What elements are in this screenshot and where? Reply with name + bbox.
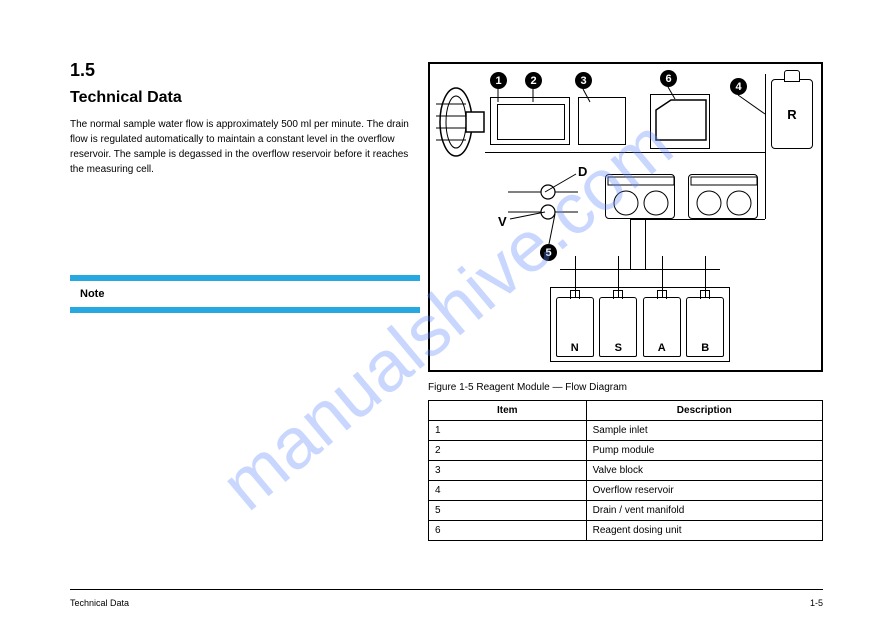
- footer-left: Technical Data: [70, 598, 129, 608]
- table-row: 1Sample inlet: [429, 421, 823, 441]
- table-row: 2Pump module: [429, 441, 823, 461]
- section-number: 1.5: [70, 60, 420, 81]
- table-row: 3Valve block: [429, 461, 823, 481]
- callout-1: 1: [490, 72, 507, 89]
- callout-3: 3: [575, 72, 592, 89]
- module-pump: [490, 97, 570, 145]
- flow-diagram: R N S A B 1 2 3 6 4 5: [428, 62, 823, 372]
- bottle-n: N: [556, 297, 594, 357]
- callout-2: 2: [525, 72, 542, 89]
- label-d: D: [578, 164, 587, 179]
- manifold-left: [605, 174, 675, 219]
- figure-caption: Figure 1-5 Reagent Module — Flow Diagram: [428, 382, 823, 393]
- dv-valves: [508, 174, 578, 234]
- th-item: Item: [429, 401, 587, 421]
- left-column: 1.5 Technical Data The normal sample wat…: [70, 60, 420, 177]
- reagent-bottles: N S A B: [550, 287, 730, 362]
- section-title: Technical Data: [70, 89, 420, 107]
- reservoir-bottle: R: [771, 79, 813, 149]
- callout-5: 5: [540, 244, 557, 261]
- table-row: 6Reagent dosing unit: [429, 521, 823, 541]
- th-desc: Description: [586, 401, 822, 421]
- module-valve: [578, 97, 626, 145]
- label-v: V: [498, 214, 507, 229]
- section-body: The normal sample water flow is approxim…: [70, 117, 420, 177]
- footer-rule: [70, 589, 823, 590]
- table-row: 4Overflow reservoir: [429, 481, 823, 501]
- callout-6: 6: [660, 70, 677, 87]
- table-header-row: Item Description: [429, 401, 823, 421]
- bottle-s: S: [599, 297, 637, 357]
- bottle-a: A: [643, 297, 681, 357]
- note-band: Note: [70, 275, 420, 313]
- table-row: 5Drain / vent manifold: [429, 501, 823, 521]
- module-dosing: [650, 94, 710, 149]
- callout-4: 4: [730, 78, 747, 95]
- legend-table: Item Description 1Sample inlet 2Pump mod…: [428, 400, 823, 541]
- fan-assembly: [436, 82, 486, 157]
- footer-right: 1-5: [810, 598, 823, 608]
- bottle-b: B: [686, 297, 724, 357]
- manifold-right: [688, 174, 758, 219]
- note-band-label: Note: [70, 281, 420, 307]
